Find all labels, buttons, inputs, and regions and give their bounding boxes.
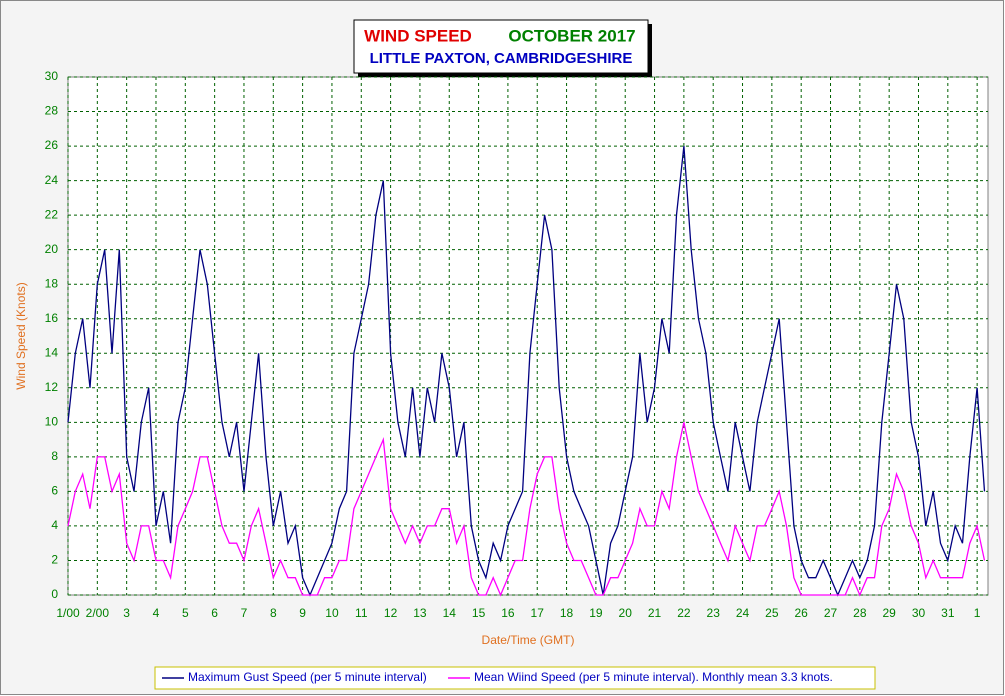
x-tick-label: 22 (677, 606, 691, 620)
y-axis-label: Wind Speed (Knots) (14, 282, 28, 389)
x-tick-label: 21 (648, 606, 662, 620)
x-tick-label: 29 (882, 606, 896, 620)
series-line (67, 422, 986, 597)
y-tick-label: 14 (45, 345, 59, 359)
x-tick-label: 8 (270, 606, 277, 620)
chart-title-date: OCTOBER 2017 (508, 26, 635, 45)
y-tick-label: 28 (45, 104, 59, 118)
y-tick-label: 24 (45, 173, 59, 187)
x-tick-label: 26 (795, 606, 809, 620)
y-tick-label: 26 (45, 138, 59, 152)
x-tick-label: 27 (824, 606, 838, 620)
x-tick-label: 31 (941, 606, 955, 620)
x-tick-label: 30 (912, 606, 926, 620)
title-box (353, 19, 649, 74)
y-tick-label: 30 (45, 69, 59, 83)
y-tick-label: 22 (45, 207, 59, 221)
x-tick-label: 1 (974, 606, 981, 620)
x-tick-label: 13 (413, 606, 427, 620)
x-tick-label: 16 (501, 606, 515, 620)
x-tick-label: 14 (443, 606, 457, 620)
x-tick-label: 25 (765, 606, 779, 620)
x-tick-label: 5 (182, 606, 189, 620)
legend-label: Maximum Gust Speed (per 5 minute interva… (188, 670, 427, 684)
x-tick-label: 6 (211, 606, 218, 620)
legend-label: Mean Wiind Speed (per 5 minute interval)… (474, 670, 833, 684)
y-tick-label: 8 (51, 449, 58, 463)
x-tick-label: 3 (123, 606, 130, 620)
x-tick-label: 17 (531, 606, 545, 620)
x-tick-label: 23 (707, 606, 721, 620)
x-tick-label: 4 (153, 606, 160, 620)
x-axis-label: Date/Time (GMT) (482, 633, 575, 647)
x-tick-label: 11 (355, 606, 368, 620)
y-tick-label: 18 (45, 276, 59, 290)
plot-area (67, 76, 989, 596)
chart-title: WIND SPEED (364, 26, 472, 45)
x-tick-label: 9 (299, 606, 306, 620)
series-line (67, 146, 986, 597)
y-tick-label: 20 (45, 242, 59, 256)
x-tick-label: 24 (736, 606, 750, 620)
y-tick-label: 6 (51, 484, 58, 498)
chart-subtitle: LITTLE PAXTON, CAMBRIDGESHIRE (370, 50, 633, 67)
legend (154, 666, 876, 690)
x-tick-label: 12 (384, 606, 398, 620)
x-tick-label: 10 (325, 606, 339, 620)
x-tick-label: 15 (472, 606, 486, 620)
x-tick-label: 1/00 (56, 606, 80, 620)
x-tick-label: 20 (619, 606, 633, 620)
y-tick-label: 4 (51, 518, 58, 532)
x-tick-label: 2/00 (86, 606, 110, 620)
x-tick-label: 19 (589, 606, 603, 620)
y-tick-label: 16 (45, 311, 59, 325)
y-tick-label: 12 (45, 380, 59, 394)
y-tick-label: 10 (45, 415, 59, 429)
y-tick-label: 0 (51, 587, 58, 601)
y-tick-label: 2 (51, 553, 58, 567)
x-tick-label: 18 (560, 606, 574, 620)
x-tick-label: 7 (241, 606, 248, 620)
x-tick-label: 28 (853, 606, 867, 620)
